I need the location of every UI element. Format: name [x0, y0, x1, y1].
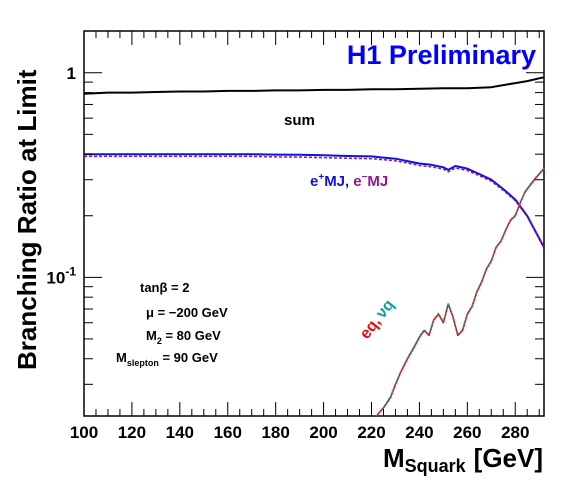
series-line-sum [83, 76, 545, 95]
label-eminus-sup: − [362, 172, 368, 183]
x-tick-label: 240 [405, 423, 433, 442]
label-eplus-rest: MJ, [324, 173, 349, 190]
x-tick-label: 140 [166, 423, 194, 442]
x-axis-title-unit: [GeV] [474, 443, 543, 473]
label-eminus-e: e [353, 173, 361, 190]
annotation-m2-main: M [146, 328, 157, 343]
series-line-nu_q [375, 167, 545, 417]
label-eminus-rest: MJ [367, 173, 388, 190]
label-eplus-e: e [310, 173, 318, 190]
label-eplus-sup: + [318, 172, 324, 183]
series-line-e_plus_MJ [84, 153, 545, 248]
chart-title: H1 Preliminary [347, 40, 536, 70]
label-nuq: νq [373, 297, 398, 322]
annotation-tanbeta: tanβ = 2 [140, 280, 189, 295]
label-emj: e+MJ, e−MJ [310, 172, 388, 190]
x-axis-title-main: M [383, 443, 405, 473]
y-axis-title: Branching Ratio at Limit [12, 69, 42, 370]
plot-frame [83, 30, 545, 417]
annotation-m2-sub: 2 [157, 336, 162, 346]
y-tick-label: 10-1 [46, 264, 76, 287]
x-tick-label: 280 [501, 423, 529, 442]
label-sum: sum [284, 112, 315, 129]
annotation-mslepton: Mslepton = 90 GeV [116, 350, 218, 368]
x-axis-title-sub: Squark [405, 456, 467, 476]
x-axis-title: MSquark [GeV] [383, 443, 543, 476]
ticks-layer: 100 120 140 160 180 200 220 240 260 280 1 10-1 [46, 31, 544, 442]
y-tick-label: 1 [67, 64, 76, 83]
x-tick-label: 260 [453, 423, 481, 442]
series-layer [83, 76, 545, 417]
x-tick-label: 100 [70, 423, 98, 442]
x-tick-label: 180 [261, 423, 289, 442]
annotation-msl-sub: slepton [127, 358, 159, 368]
annotation-mu: μ = −200 GeV [146, 305, 228, 320]
label-eq-nuq: eq,νq [357, 297, 398, 343]
annotation-m2-rest: = 80 GeV [162, 328, 221, 343]
x-tick-label: 200 [309, 423, 337, 442]
x-tick-label: 160 [214, 423, 242, 442]
series-line-eq [375, 168, 545, 417]
series-line-e_minus_MJ [84, 155, 545, 249]
annotation-m2: M2 = 80 GeV [146, 328, 221, 346]
annotation-msl-main: M [116, 350, 127, 365]
x-tick-label: 120 [118, 423, 146, 442]
x-tick-label: 220 [357, 423, 385, 442]
annotation-msl-rest: = 90 GeV [159, 350, 218, 365]
